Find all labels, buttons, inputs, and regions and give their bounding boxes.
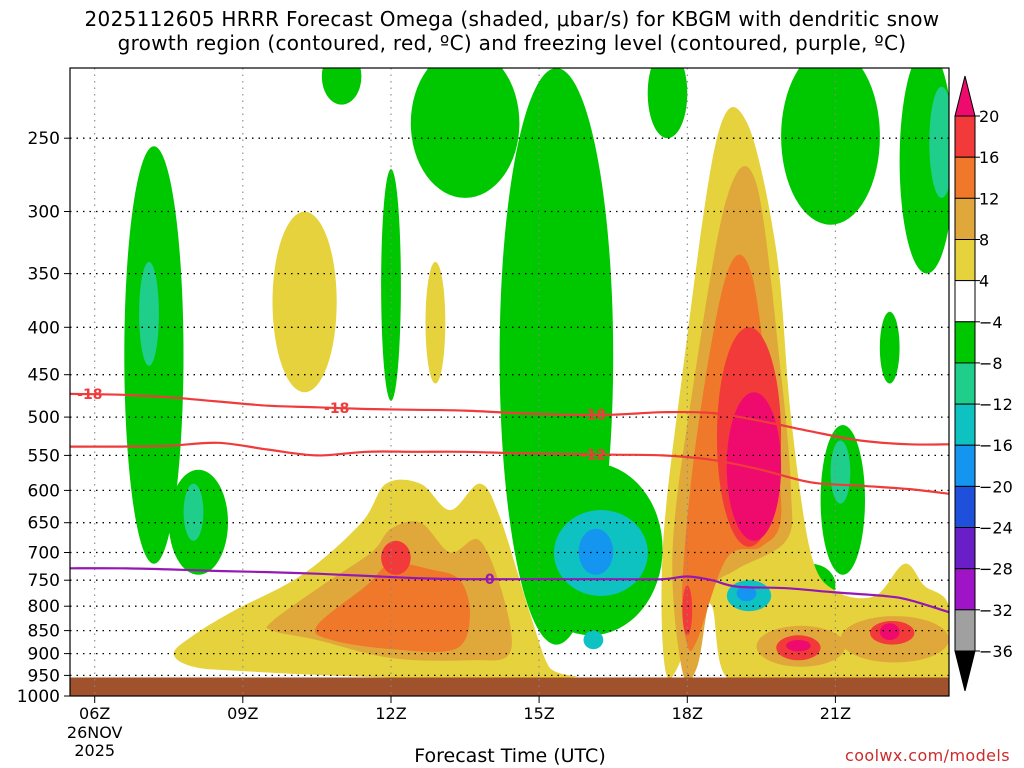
colorbar-label: −16: [979, 436, 1013, 455]
terrain-fill: [70, 677, 949, 696]
colorbar-segment: [954, 485, 976, 529]
y-tick-label: 850: [28, 622, 60, 642]
colorbar-segment: [954, 280, 976, 323]
y-axis: 250 300 350 400 450 500 550 600 650 700 750 800 850 9…: [17, 129, 70, 707]
y-tick-label: 600: [28, 481, 60, 501]
y-tick-label: 450: [28, 366, 60, 386]
omega-region: [830, 440, 851, 504]
omega-region: [879, 623, 900, 640]
y-tick-label: 650: [28, 514, 60, 534]
y-tick-label: 700: [28, 544, 60, 564]
omega-region: [381, 169, 401, 401]
omega-region: [139, 261, 159, 366]
x-tick-label: 21Z: [820, 704, 851, 723]
omega-region: [879, 311, 900, 384]
colorbar-segment: [954, 197, 976, 241]
y-tick-label: 950: [28, 666, 60, 686]
colorbar-label: −36: [979, 642, 1013, 661]
colorbar-label: 16: [979, 148, 999, 167]
colorbar-label: −8: [979, 354, 1003, 373]
x-tick-label: 18Z: [672, 704, 703, 723]
colorbar: 20 16 12 8 4 −4 −8 −12 −16 −20 −24 −28 −32 −36: [954, 75, 1013, 692]
colorbar-label: −32: [979, 601, 1013, 620]
y-tick-label: 350: [28, 265, 60, 285]
grid-lines: [70, 68, 949, 696]
contour-line: [70, 392, 949, 446]
omega-region: [410, 68, 520, 198]
y-tick-label: 1000: [17, 687, 60, 707]
chart-title-line-1: 2025112605 HRRR Forecast Omega (shaded, …: [84, 7, 940, 31]
contour-label: -12: [581, 447, 606, 463]
x-tick-sublabel: 26NOV: [67, 723, 123, 742]
y-tick-label: 750: [28, 571, 60, 591]
y-tick-label: 300: [28, 203, 60, 223]
x-tick-label: 09Z: [227, 704, 258, 723]
x-tick-sublabel: 2025: [74, 741, 115, 760]
colorbar-top-triangle: [954, 75, 976, 117]
terrain-rect: [70, 677, 949, 696]
colorbar-segment: [954, 568, 976, 611]
omega-region: [929, 86, 949, 198]
omega-region: [583, 630, 604, 650]
colorbar-label: −12: [979, 395, 1013, 414]
plot-frame: [69, 67, 950, 697]
y-tick-label: 250: [28, 129, 60, 149]
y-tick-label: 800: [28, 597, 60, 617]
contour-label: 0: [485, 572, 495, 588]
omega-region: [647, 68, 688, 139]
colorbar-label: 20: [979, 107, 999, 126]
omega-region: [321, 68, 362, 105]
credit-link[interactable]: coolwx.com/models: [845, 746, 1010, 765]
colorbar-segment: [954, 239, 976, 282]
omega-region: [781, 68, 880, 225]
omega-region: [786, 640, 811, 652]
frame-rect: [69, 67, 950, 697]
contour-line: [70, 567, 949, 614]
omega-region: [183, 483, 204, 541]
omega-region: [381, 540, 411, 575]
y-tick-label: 550: [28, 446, 60, 466]
x-tick-label: 15Z: [523, 704, 554, 723]
colorbar-segment: [954, 156, 976, 199]
y-tick-label: 500: [28, 408, 60, 428]
omega-region: [425, 261, 446, 384]
colorbar-label: −28: [979, 560, 1013, 579]
colorbar-bottom-triangle: [954, 650, 976, 692]
colorbar-segment: [954, 527, 976, 570]
chart-title-line-2: growth region (contoured, red, ºC) and f…: [117, 31, 907, 55]
colorbar-segment: [954, 115, 976, 158]
omega-region: [578, 528, 614, 575]
omega-region: [726, 392, 782, 541]
omega-region: [736, 585, 757, 602]
x-tick-label: 06Z: [79, 704, 110, 723]
y-tick-label: 400: [28, 318, 60, 338]
colorbar-label: −4: [979, 313, 1003, 332]
omega-shading: [124, 68, 949, 683]
contour-label: -18: [581, 408, 606, 424]
colorbar-label: 12: [979, 189, 999, 208]
y-tick-label: 900: [28, 645, 60, 665]
contour-label: -18: [324, 401, 349, 417]
colorbar-label: −20: [979, 477, 1013, 496]
x-tick-label: 12Z: [375, 704, 406, 723]
omega-region: [315, 563, 471, 652]
omega-region: [682, 585, 693, 636]
contour-line: [70, 441, 949, 495]
contour-label: -18: [77, 387, 102, 403]
omega-region: [272, 211, 337, 393]
colorbar-label: 8: [979, 231, 989, 250]
colorbar-segment: [954, 609, 976, 652]
colorbar-segment: [954, 444, 976, 487]
colorbar-label: −24: [979, 519, 1013, 538]
x-axis-label: Forecast Time (UTC): [414, 745, 606, 767]
colorbar-segment: [954, 321, 976, 364]
colorbar-label: 4: [979, 272, 989, 291]
colorbar-segment: [954, 403, 976, 446]
temperature-contours: -18 -18 -18 -12 0: [70, 387, 949, 614]
colorbar-segment: [954, 362, 976, 405]
